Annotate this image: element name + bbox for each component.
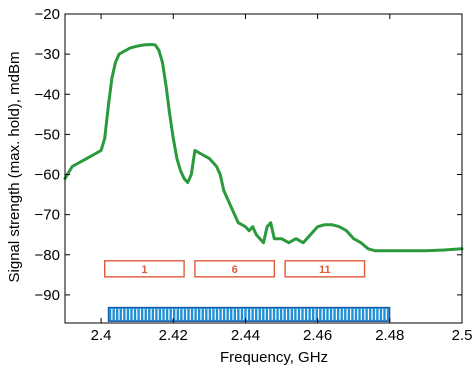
bluetooth-channel-band — [107, 306, 391, 322]
y-tick-label: −40 — [35, 86, 60, 103]
wifi-channel-label: 1 — [141, 264, 147, 276]
wifi-channel-box — [284, 260, 366, 278]
y-tick-label: −60 — [35, 167, 60, 184]
y-tick-label: −20 — [35, 6, 60, 23]
x-tick-label: 2.48 — [375, 327, 404, 344]
x-tick-label: 2.4 — [91, 327, 112, 344]
y-tick-label: −90 — [35, 287, 60, 304]
axes: 2.4 2.42 2.44 2.46 2.48 2.5 −90 −80 −70 −60 −50 −40… — [35, 6, 473, 344]
y-axis-label: Signal strength (max. hold), mdBm — [6, 52, 23, 283]
y-tick-label: −30 — [35, 46, 60, 63]
y-tick-label: −70 — [35, 207, 60, 224]
wifi-channel-label: 11 — [319, 264, 331, 276]
signal-strength-line — [63, 43, 464, 253]
wifi-channel-box — [194, 260, 276, 278]
y-tick-label: −80 — [35, 247, 60, 264]
x-tick-label: 2.42 — [159, 327, 188, 344]
wifi-channel-boxes: 1 6 11 — [103, 260, 366, 278]
x-axis-label: Frequency, GHz — [220, 349, 328, 366]
y-tick-label: −50 — [35, 126, 60, 143]
wifi-channel-label: 6 — [232, 264, 238, 276]
x-tick-label: 2.46 — [303, 327, 332, 344]
x-tick-label: 2.44 — [231, 327, 260, 344]
bt-band-bar — [107, 306, 391, 322]
plot-frame — [64, 13, 463, 324]
x-tick-label: 2.5 — [452, 327, 473, 344]
wifi-channel-box — [103, 260, 185, 278]
signal-series — [63, 43, 464, 253]
